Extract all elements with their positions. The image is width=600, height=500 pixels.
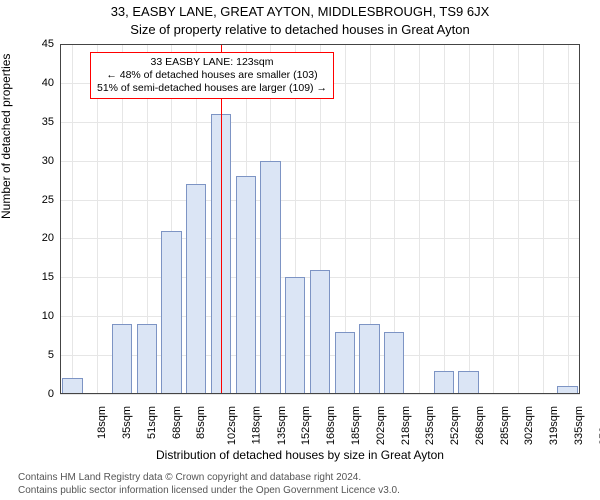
y-tick-label: 15 [14,271,54,283]
x-tick-label: 302sqm [523,406,535,445]
x-tick-label: 18sqm [96,406,108,439]
x-tick-label: 102sqm [226,406,238,445]
histogram-bar [335,332,355,394]
footer-line1: Contains HM Land Registry data © Crown c… [18,472,400,485]
gridline-h [60,200,580,201]
gridline-v [444,44,445,394]
y-tick-label: 5 [14,349,54,361]
y-tick-label: 30 [14,155,54,167]
x-tick-label: 335sqm [573,406,585,445]
x-tick-label: 202sqm [375,406,387,445]
annotation-line: 51% of semi-detached houses are larger (… [97,82,327,95]
x-tick-label: 85sqm [195,406,207,439]
histogram-bar [186,184,206,394]
y-axis-label: Number of detached properties [0,54,13,219]
histogram-bar [458,371,478,394]
annotation-box: 33 EASBY LANE: 123sqm← 48% of detached h… [90,52,334,99]
x-tick-label: 285sqm [499,406,511,445]
gridline-h [60,122,580,123]
histogram-bar [359,324,379,394]
x-tick-label: 268sqm [474,406,486,445]
gridline-v [469,44,470,394]
histogram-bar [557,386,577,394]
y-tick-label: 25 [14,194,54,206]
x-tick-label: 252sqm [449,406,461,445]
x-tick-label: 152sqm [301,406,313,445]
x-tick-label: 35sqm [121,406,133,439]
y-tick-label: 45 [14,38,54,50]
y-tick-label: 40 [14,77,54,89]
gridline-v [543,44,544,394]
chart-title-line1: 33, EASBY LANE, GREAT AYTON, MIDDLESBROU… [0,4,600,19]
histogram-bar [62,378,82,394]
histogram-bar [236,176,256,394]
x-tick-label: 135sqm [276,406,288,445]
x-axis-label: Distribution of detached houses by size … [0,448,600,462]
annotation-line: ← 48% of detached houses are smaller (10… [97,69,327,82]
x-tick-label: 235sqm [424,406,436,445]
x-tick-label: 118sqm [250,406,262,444]
histogram-bar [137,324,157,394]
gridline-h [60,394,580,395]
histogram-bar [260,161,280,394]
chart-title-line2: Size of property relative to detached ho… [0,22,600,37]
annotation-line: 33 EASBY LANE: 123sqm [97,56,327,69]
y-tick-label: 0 [14,388,54,400]
gridline-h [60,161,580,162]
x-tick-label: 51sqm [146,406,158,439]
histogram-bar [434,371,454,394]
x-tick-label: 185sqm [350,406,362,445]
x-tick-label: 168sqm [325,406,337,445]
gridline-v [419,44,420,394]
histogram-bar [161,231,181,394]
gridline-v [568,44,569,394]
histogram-bar [112,324,132,394]
x-tick-label: 218sqm [400,406,412,445]
y-tick-label: 10 [14,310,54,322]
gridline-h [60,238,580,239]
y-tick-label: 20 [14,232,54,244]
x-tick-label: 319sqm [548,406,560,445]
x-tick-label: 68sqm [171,406,183,439]
histogram-bar [285,277,305,394]
gridline-h [60,44,580,45]
histogram-bar [384,332,404,394]
gridline-v [72,44,73,394]
gridline-v [493,44,494,394]
y-tick-label: 35 [14,116,54,128]
gridline-v [518,44,519,394]
footer-line2: Contains public sector information licen… [18,485,400,498]
histogram-bar [310,270,330,394]
footer-attribution: Contains HM Land Registry data © Crown c… [18,472,400,497]
chart-container: { "title_line1": "33, EASBY LANE, GREAT … [0,0,600,500]
